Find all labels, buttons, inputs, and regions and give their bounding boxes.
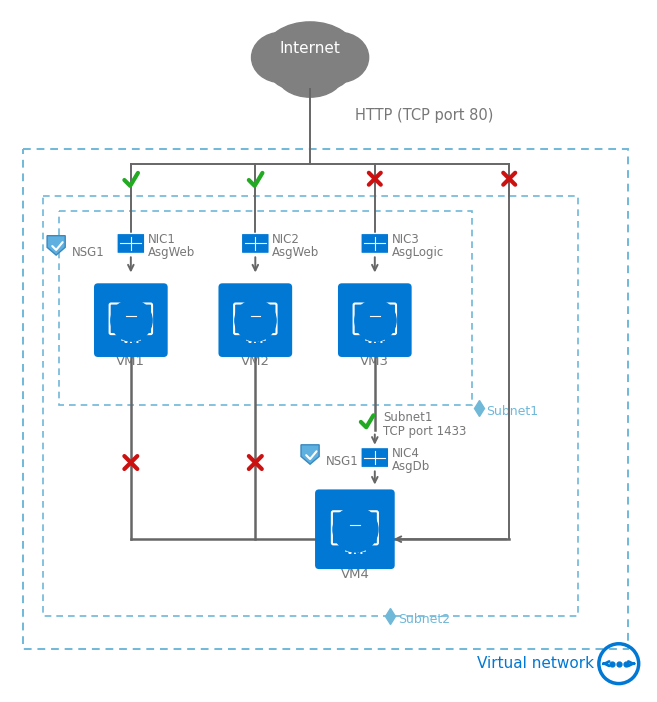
Text: VM1: VM1 [116,355,145,369]
Polygon shape [342,520,368,542]
Ellipse shape [264,22,356,85]
FancyBboxPatch shape [219,284,292,357]
FancyBboxPatch shape [315,489,395,569]
Ellipse shape [277,51,344,97]
FancyBboxPatch shape [332,511,378,544]
Text: NIC2: NIC2 [272,233,300,246]
Text: AsgDb: AsgDb [392,460,430,473]
FancyBboxPatch shape [241,233,269,253]
Text: NSG1: NSG1 [326,455,359,468]
Text: Subnet1: Subnet1 [486,405,539,418]
Ellipse shape [252,32,310,83]
FancyBboxPatch shape [338,284,412,357]
Text: VM: VM [365,335,384,345]
Text: VM: VM [346,545,364,556]
Text: NIC3: NIC3 [392,233,419,246]
Text: VM: VM [246,335,265,345]
Text: VM: VM [122,335,140,345]
Text: HTTP (TCP port 80): HTTP (TCP port 80) [355,109,493,124]
Text: Subnet2: Subnet2 [397,614,450,626]
Text: Subnet1: Subnet1 [383,411,432,424]
Ellipse shape [298,46,352,90]
Text: NIC4: NIC4 [392,447,420,460]
FancyBboxPatch shape [110,303,152,334]
Text: AsgWeb: AsgWeb [148,246,195,259]
FancyBboxPatch shape [94,284,168,357]
Ellipse shape [310,32,369,83]
Text: Virtual network: Virtual network [477,656,594,671]
FancyBboxPatch shape [361,447,389,468]
Polygon shape [244,312,267,332]
FancyBboxPatch shape [117,233,145,253]
FancyBboxPatch shape [353,303,396,334]
Bar [59,211,472,405]
Text: VM4: VM4 [340,567,369,581]
Text: AsgLogic: AsgLogic [392,246,444,259]
Text: AsgWeb: AsgWeb [272,246,319,259]
Polygon shape [47,236,65,255]
Text: NSG1: NSG1 [72,246,105,259]
FancyBboxPatch shape [234,303,277,334]
Text: VM2: VM2 [241,355,270,369]
Text: NIC1: NIC1 [148,233,175,246]
Text: VM3: VM3 [360,355,390,369]
Text: TCP port 1433: TCP port 1433 [383,425,466,438]
Polygon shape [119,312,143,332]
Polygon shape [301,445,319,464]
Ellipse shape [268,46,323,90]
Text: Internet: Internet [280,41,340,55]
Polygon shape [363,312,386,332]
Bar [43,196,578,616]
Bar [23,149,627,649]
FancyBboxPatch shape [361,233,389,253]
